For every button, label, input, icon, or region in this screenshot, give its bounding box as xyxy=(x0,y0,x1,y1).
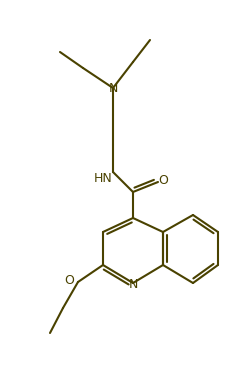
Text: N: N xyxy=(108,81,118,95)
Text: O: O xyxy=(64,273,74,287)
Text: HN: HN xyxy=(94,172,112,184)
Text: O: O xyxy=(158,173,168,187)
Text: N: N xyxy=(128,278,138,292)
